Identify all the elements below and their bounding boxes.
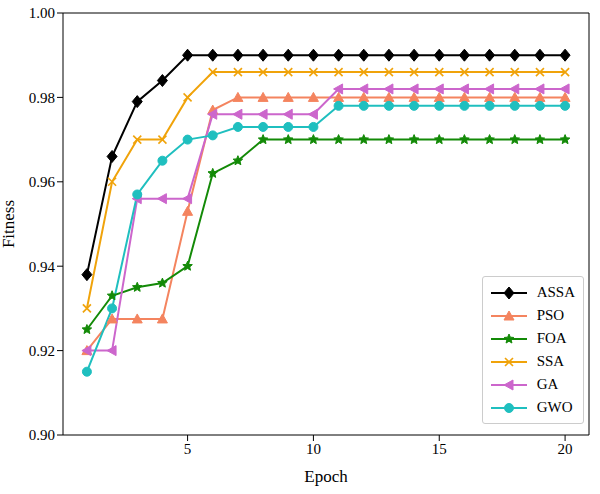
svg-text:Epoch: Epoch	[304, 467, 348, 486]
svg-text:10: 10	[306, 441, 321, 457]
svg-text:0.92: 0.92	[29, 343, 55, 359]
svg-text:Fitness: Fitness	[8, 200, 18, 248]
html-text:FOA: FOA	[536, 330, 567, 346]
svg-text:15: 15	[432, 441, 447, 457]
html-text:PSO: PSO	[536, 307, 565, 323]
svg-text:0.96: 0.96	[29, 174, 56, 190]
html-text:ASSA: ASSA	[536, 284, 575, 300]
svg-text:1.00: 1.00	[29, 5, 55, 21]
html-text:GA: GA	[536, 376, 559, 392]
svg-text:5: 5	[184, 441, 192, 457]
svg-text:0.90: 0.90	[29, 427, 55, 443]
svg-text:20: 20	[558, 441, 573, 457]
svg-text:0.94: 0.94	[29, 259, 56, 275]
html-text:GWO: GWO	[536, 399, 573, 415]
svg-text:0.98: 0.98	[29, 90, 55, 106]
html-text:SSA: SSA	[536, 353, 565, 369]
